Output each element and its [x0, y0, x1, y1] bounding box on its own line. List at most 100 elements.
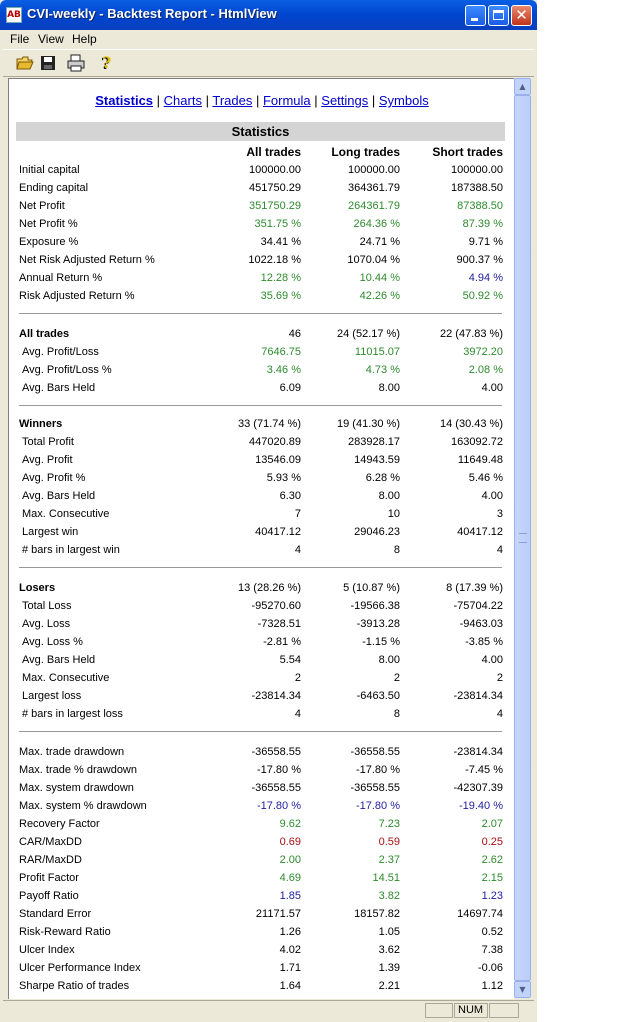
cell-all: 21171.57 [255, 908, 301, 920]
cell-short: 14 (30.43 %) [440, 418, 503, 430]
cell-long: 264361.79 [348, 200, 400, 212]
table-row: Initial capital 100000.00 100000.00 100000.… [19, 161, 505, 179]
row-label: Payoff Ratio [19, 890, 79, 902]
cell-short: 2.08 % [468, 364, 503, 376]
cell-all: -95270.60 [251, 600, 301, 612]
cell-all: 6.30 [279, 490, 301, 502]
cell-all: 4.02 [279, 944, 301, 956]
cell-all: 7646.75 [261, 346, 301, 358]
table-row: Max. system drawdown -36558.55 -36558.55 -4… [19, 779, 505, 797]
table-row: Avg. Bars Held 6.09 8.00 4.00 [19, 379, 505, 397]
cell-long: 8.00 [378, 654, 400, 666]
help-icon[interactable]: ? ? [97, 54, 115, 72]
table-row: Max. Consecutive 2 2 2 [19, 669, 505, 687]
cell-all: 46 [288, 328, 301, 340]
cell-short: -23814.34 [453, 690, 503, 702]
cell-short: 7.38 [481, 944, 503, 956]
cell-all: 1.26 [279, 926, 301, 938]
scroll-down-icon[interactable]: ▼ [514, 981, 531, 998]
print-icon[interactable] [67, 54, 85, 72]
nav-formula[interactable]: Formula [262, 93, 311, 108]
cell-long: -36558.55 [350, 746, 400, 758]
cell-long: 7.23 [378, 818, 400, 830]
nav-symbols[interactable]: Symbols [378, 93, 429, 108]
row-label: Max. system % drawdown [19, 800, 147, 812]
save-icon[interactable] [39, 54, 57, 72]
column-header-long: Long trades [331, 145, 400, 159]
cell-short: 3972.20 [463, 346, 503, 358]
row-label: RAR/MaxDD [19, 854, 82, 866]
cell-all: 447020.89 [249, 436, 301, 448]
menu-help[interactable]: Help [72, 32, 97, 46]
maximize-button[interactable] [488, 5, 509, 26]
cell-all: 13 (28.26 %) [238, 582, 301, 594]
maximize-icon [493, 10, 504, 20]
svg-text:?: ? [101, 54, 110, 72]
cell-all: 2.00 [279, 854, 301, 866]
row-label: Avg. Profit % [22, 472, 86, 484]
cell-short: -23814.34 [453, 746, 503, 758]
vertical-scrollbar[interactable]: ▲ ▼ [514, 78, 531, 998]
table-row: Max. trade drawdown -36558.55 -36558.55 -23… [19, 743, 505, 761]
close-button[interactable]: ✕ [511, 5, 532, 26]
cell-short: -42307.39 [453, 782, 503, 794]
cell-long: 2.21 [378, 980, 400, 992]
table-row: Profit Factor 4.69 14.51 2.15 [19, 869, 505, 887]
nav-statistics[interactable]: Statistics [95, 93, 154, 108]
close-icon: ✕ [515, 6, 528, 24]
table-row: Ulcer Performance Index 1.71 1.39 -0.06 [19, 959, 505, 977]
table-row: # bars in largest win 4 8 4 [19, 541, 505, 559]
cell-long: -17.80 % [355, 764, 400, 776]
cell-long: 264.36 % [353, 218, 400, 230]
row-label: Avg. Profit/Loss % [22, 364, 112, 376]
cell-all: 13546.09 [255, 454, 301, 466]
table-row: Max. Consecutive 7 10 3 [19, 505, 505, 523]
title-bar[interactable]: AB CVI-weekly - Backtest Report - HtmlVi… [0, 0, 537, 30]
report-window: AB CVI-weekly - Backtest Report - HtmlVi… [0, 0, 537, 1022]
cell-long: 1.05 [378, 926, 400, 938]
window-title: CVI-weekly - Backtest Report - HtmlView [27, 6, 277, 21]
cell-all: -23814.34 [251, 690, 301, 702]
scroll-up-icon[interactable]: ▲ [514, 78, 531, 95]
row-label: Net Risk Adjusted Return % [19, 254, 155, 266]
table-row: Total Profit 447020.89 283928.17 163092.72 [19, 433, 505, 451]
cell-long: -3913.28 [356, 618, 400, 630]
cell-short: 5.46 % [468, 472, 503, 484]
cell-short: 900.37 % [456, 254, 503, 266]
menu-view[interactable]: View [38, 32, 64, 46]
menu-file[interactable]: File [10, 32, 30, 46]
row-label: Risk Adjusted Return % [19, 290, 135, 302]
svg-text:?: ? [102, 54, 111, 72]
table-row: RAR/MaxDD 2.00 2.37 2.62 [19, 851, 505, 869]
section-divider [19, 405, 502, 406]
cell-short: 2 [496, 672, 503, 684]
cell-short: -9463.03 [459, 618, 503, 630]
cell-all: 100000.00 [249, 164, 301, 176]
row-label: Winners [19, 418, 63, 430]
table-row: Max. system % drawdown -17.80 % -17.80 % -1… [19, 797, 505, 815]
cell-short: 4.94 % [468, 272, 503, 284]
table-row: Largest loss -23814.34 -6463.50 -23814.34 [19, 687, 505, 705]
cell-all: 40417.12 [255, 526, 301, 538]
open-icon[interactable] [16, 54, 34, 72]
table-row: Avg. Bars Held 6.30 8.00 4.00 [19, 487, 505, 505]
minimize-button[interactable] [465, 5, 486, 26]
section-divider [19, 567, 502, 568]
cell-short: 4.00 [481, 382, 503, 394]
cell-all: 451750.29 [249, 182, 301, 194]
status-pane-1 [425, 1003, 453, 1018]
row-label: Avg. Loss [22, 618, 71, 630]
cell-long: 4.73 % [365, 364, 400, 376]
row-label: Net Profit % [19, 218, 78, 230]
cell-short: 4.00 [481, 490, 503, 502]
nav-trades[interactable]: Trades [212, 93, 253, 108]
cell-long: 2 [393, 672, 400, 684]
nav-charts[interactable]: Charts [163, 93, 202, 108]
nav-settings[interactable]: Settings [321, 93, 369, 108]
cell-short: 14697.74 [457, 908, 503, 920]
cell-short: 4 [496, 708, 503, 720]
cell-short: 3 [496, 508, 503, 520]
scroll-thumb[interactable] [514, 95, 531, 981]
cell-all: 12.28 % [260, 272, 301, 284]
cell-long: 364361.79 [348, 182, 400, 194]
